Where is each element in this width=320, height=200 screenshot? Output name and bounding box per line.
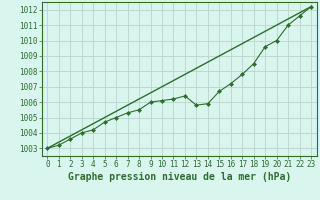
X-axis label: Graphe pression niveau de la mer (hPa): Graphe pression niveau de la mer (hPa) <box>68 172 291 182</box>
